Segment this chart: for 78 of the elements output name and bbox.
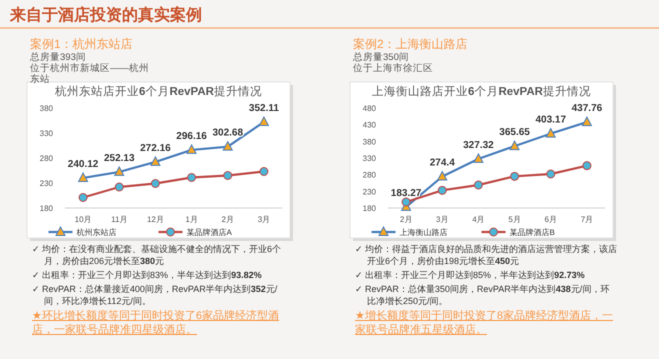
text: 位于上海市徐汇区 (353, 63, 434, 74)
data-label: 240.12 (68, 158, 99, 170)
point (546, 128, 556, 138)
data-label: 403.17 (535, 114, 566, 126)
legend-label: 某品牌酒店B (510, 228, 555, 237)
text: 位于杭州市新城区——杭州东站 (30, 63, 150, 85)
point (546, 170, 556, 178)
text: 总房量350间 (353, 52, 409, 63)
data-label: 365.65 (499, 127, 530, 138)
x-tick-label: 5月 (508, 215, 521, 224)
text: 案例2：上海衡山路店 (353, 37, 468, 52)
text: ✓ 出租率：开业三个月即达到85%，半年达到达到92.73% (355, 269, 586, 281)
text: ✓ 均价：在没有商业配套、基础设施不健全的情况下，开业6个月，房价由206元增长至380元 (32, 243, 282, 267)
point (150, 156, 160, 166)
point (78, 193, 88, 202)
point (187, 173, 196, 182)
data-label: 302.68 (212, 128, 244, 139)
y-tick-label: 380 (40, 104, 54, 113)
y-tick-label: 230 (40, 179, 54, 188)
point (438, 186, 447, 195)
legend-label: 杭州东站店 (76, 228, 116, 237)
text: ★环比增长额度等同于同时投资了6家品牌经济型酒店，一家联号品牌准四星级酒店。 (32, 309, 280, 337)
y-tick-label: 230 (362, 187, 377, 196)
y-tick-label: 180 (40, 204, 54, 213)
x-tick-label: 2月 (400, 215, 412, 224)
point (259, 167, 268, 176)
point (474, 180, 483, 190)
point (78, 172, 88, 182)
point (222, 141, 233, 151)
x-tick-label: 11月 (111, 215, 128, 224)
text: ✓ 出租率：开业三个月即达到83%，半年达到达到93.82% (32, 269, 263, 281)
y-tick-label: 380 (362, 137, 377, 146)
y-tick-label: 280 (40, 154, 54, 163)
point (582, 161, 592, 170)
point (186, 144, 197, 154)
x-tick-label: 2月 (222, 215, 234, 224)
point (473, 153, 484, 163)
data-label: 272.16 (140, 142, 172, 154)
text: ✓ 均价：得益于酒店良好的品质和先进的酒店运营管理方案，该店开业6个月，房价由198元增长至450元 (355, 243, 618, 267)
text: 来自于酒店投资的真实案例 (10, 6, 202, 26)
point (582, 116, 592, 126)
y-tick-label: 180 (362, 204, 377, 213)
text: 总房量393间 (30, 52, 86, 63)
x-tick-label: 12月 (146, 215, 164, 224)
point (510, 140, 520, 150)
point (437, 171, 448, 181)
y-tick-label: 430 (362, 120, 377, 130)
data-label: 352.11 (248, 102, 280, 114)
x-tick-label: 3月 (258, 215, 270, 224)
x-tick-label: 7月 (580, 215, 594, 224)
text: ✓ RevPAR：总体量350间房，RevPAR半年内达到438元/间，环比净增长250元/间。 (355, 284, 610, 306)
point (114, 166, 124, 176)
data-label: 437.76 (572, 103, 603, 114)
text: 案例1：杭州东站店 (30, 37, 133, 52)
x-tick-label: 4月 (472, 215, 485, 224)
data-label: 296.16 (176, 130, 208, 142)
y-tick-label: 280 (362, 170, 377, 180)
x-tick-label: 6月 (544, 215, 557, 224)
x-tick-label: 1月 (185, 215, 198, 224)
data-label: 183.27 (390, 188, 422, 199)
point (510, 172, 520, 181)
point (223, 171, 232, 180)
point (258, 116, 269, 126)
x-tick-label: 3月 (436, 215, 448, 224)
x-tick-label: 10月 (74, 215, 92, 224)
data-label: 274.4 (430, 158, 456, 169)
data-label: 327.32 (463, 140, 494, 151)
data-label: 252.13 (104, 152, 135, 164)
legend-label: 某品牌酒店A (186, 228, 232, 237)
point (402, 198, 411, 206)
point (150, 179, 160, 188)
y-tick-label: 330 (362, 154, 377, 163)
legend-label: 上海衡山路店 (400, 228, 448, 237)
y-tick-label: 480 (362, 104, 377, 113)
text: ✓ RevPAR：总体量接近400间房，RevPAR半年内达到352元/间，环比净增长112元/间。 (32, 284, 278, 306)
y-tick-label: 330 (40, 129, 54, 138)
text: ★增长额度等同于同时投资了8家品牌经济型酒店，一家联号品牌准五星级酒店。 (355, 309, 614, 337)
point (114, 182, 124, 192)
